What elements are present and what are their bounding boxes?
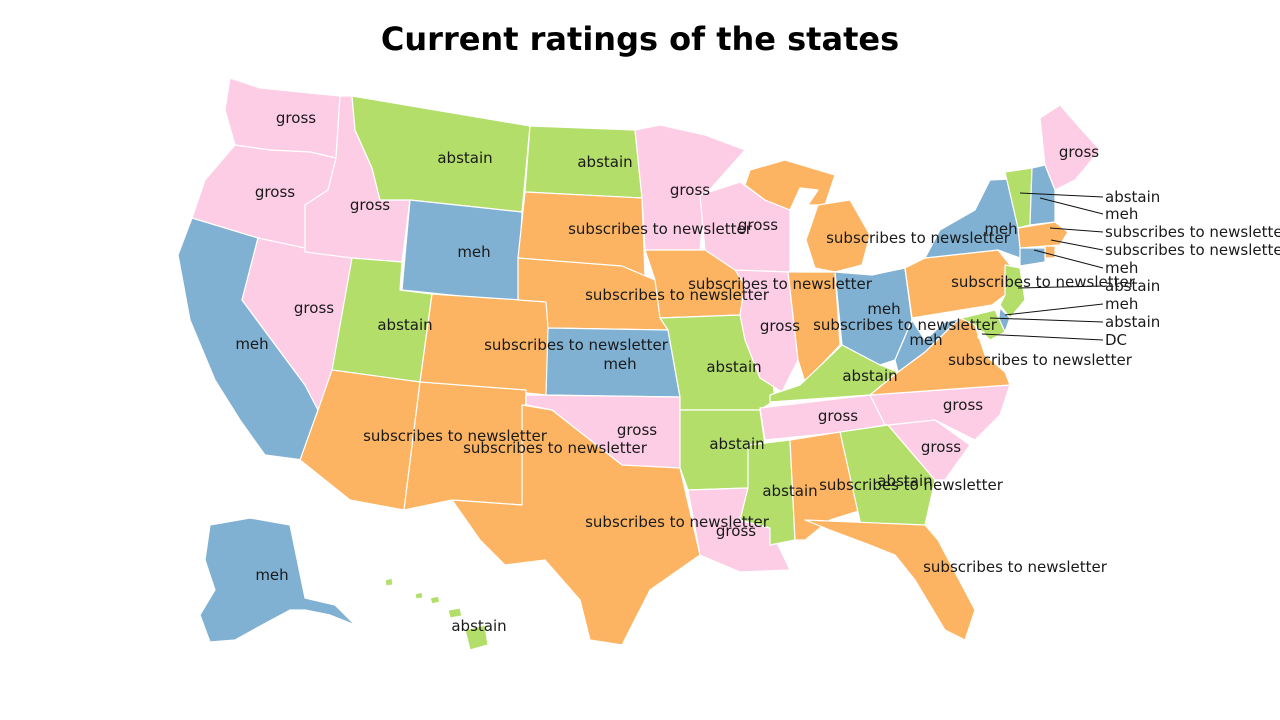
label-nebraska: subscribes to newsletter — [585, 286, 770, 304]
leader-line-new-jersey — [1017, 285, 1104, 289]
state-maryland — [944, 309, 1006, 341]
state-new-hampshire — [1029, 164, 1056, 226]
label-oklahoma: gross — [617, 421, 657, 439]
state-rhode-island — [1044, 245, 1056, 259]
leader-line-maryland — [989, 317, 1104, 323]
label-delaware: meh — [1105, 295, 1138, 313]
label-north-carolina: gross — [943, 396, 983, 414]
state-shapes — [177, 77, 1101, 651]
label-rhode-island: subscribes to newsletter — [1105, 241, 1280, 259]
label-utah: abstain — [377, 316, 432, 334]
label-south-carolina: gross — [921, 438, 961, 456]
label-tennessee: gross — [818, 407, 858, 425]
leader-line-vermont — [1019, 192, 1104, 198]
state-north-carolina — [869, 384, 1011, 441]
state-alaska — [199, 517, 356, 643]
label-alaska: meh — [255, 566, 288, 584]
label-virginia: subscribes to newsletter — [948, 351, 1133, 369]
leader-line-massachusetts — [1049, 227, 1104, 233]
label-mississippi: abstain — [762, 482, 817, 500]
leader-line-district-of-columbia — [981, 333, 1104, 341]
label-kansas: meh — [603, 355, 636, 373]
label-maryland: abstain — [1105, 313, 1160, 331]
state-georgia — [839, 424, 936, 531]
label-kentucky: abstain — [842, 367, 897, 385]
state-district-of-columbia — [977, 331, 985, 339]
state-hawaii3 — [429, 595, 441, 605]
label-ohio: meh — [867, 300, 900, 318]
state-wisconsin — [699, 181, 791, 273]
label-maine: gross — [1059, 143, 1099, 161]
state-michigan — [744, 159, 836, 211]
label-vermont: abstain — [1105, 188, 1160, 206]
state-hawaii — [464, 624, 489, 651]
state-texas — [451, 404, 701, 646]
label-west-virginia: meh — [909, 331, 942, 349]
label-wyoming: meh — [457, 243, 490, 261]
label-north-dakota: abstain — [577, 153, 632, 171]
state-west-virginia — [894, 267, 961, 373]
label-new-jersey: abstain — [1105, 277, 1160, 295]
label-idaho: gross — [350, 196, 390, 214]
label-arizona: subscribes to newsletter — [363, 427, 548, 445]
label-minnesota: gross — [670, 181, 710, 199]
leader-line-connecticut — [1033, 249, 1104, 269]
label-indiana: subscribes to newsletter — [813, 316, 998, 334]
label-connecticut: meh — [1105, 259, 1138, 277]
label-nevada: gross — [294, 299, 334, 317]
label-montana: abstain — [437, 149, 492, 167]
label-south-dakota: subscribes to newsletter — [568, 220, 753, 238]
state-michiganlp — [805, 199, 871, 273]
state-hawaii4 — [384, 577, 394, 587]
state-hawaii2 — [447, 607, 463, 619]
label-pennsylvania: subscribes to newsletter — [951, 273, 1136, 291]
label-california: meh — [235, 335, 268, 353]
label-alabama: subscribes to newsletter — [819, 476, 1004, 494]
state-florida — [804, 519, 976, 641]
label-florida: subscribes to newsletter — [923, 558, 1108, 576]
label-massachusetts: subscribes to newsletter — [1105, 223, 1280, 241]
label-michigan: subscribes to newsletter — [826, 229, 1011, 247]
label-washington: gross — [276, 109, 316, 127]
label-georgia: abstain — [877, 472, 932, 490]
label-arkansas: abstain — [709, 435, 764, 453]
label-colorado: subscribes to newsletter — [484, 336, 669, 354]
leader-line-delaware — [1004, 303, 1104, 316]
label-new-mexico: subscribes to newsletter — [463, 439, 648, 457]
state-connecticut — [1019, 247, 1046, 267]
leader-line-rhode-island — [1050, 239, 1104, 251]
label-district-of-columbia: DC — [1105, 331, 1127, 349]
label-oregon: gross — [255, 183, 295, 201]
label-louisiana: gross — [716, 522, 756, 540]
label-hawaii: abstain — [451, 617, 506, 635]
leader-lines — [981, 192, 1104, 341]
label-new-york: meh — [984, 220, 1017, 238]
label-new-hampshire: meh — [1105, 205, 1138, 223]
label-missouri: abstain — [706, 358, 761, 376]
label-illinois: gross — [760, 317, 800, 335]
leader-line-new-hampshire — [1039, 197, 1104, 215]
label-texas: subscribes to newsletter — [585, 513, 770, 531]
state-kentucky — [769, 344, 899, 403]
label-wisconsin: gross — [738, 216, 778, 234]
state-labels: grossgrossmehgrossgrossabstainmehabstain… — [235, 109, 1280, 635]
label-iowa: subscribes to newsletter — [688, 275, 873, 293]
map-title: Current ratings of the states — [380, 20, 900, 58]
state-hawaii5 — [414, 591, 424, 600]
